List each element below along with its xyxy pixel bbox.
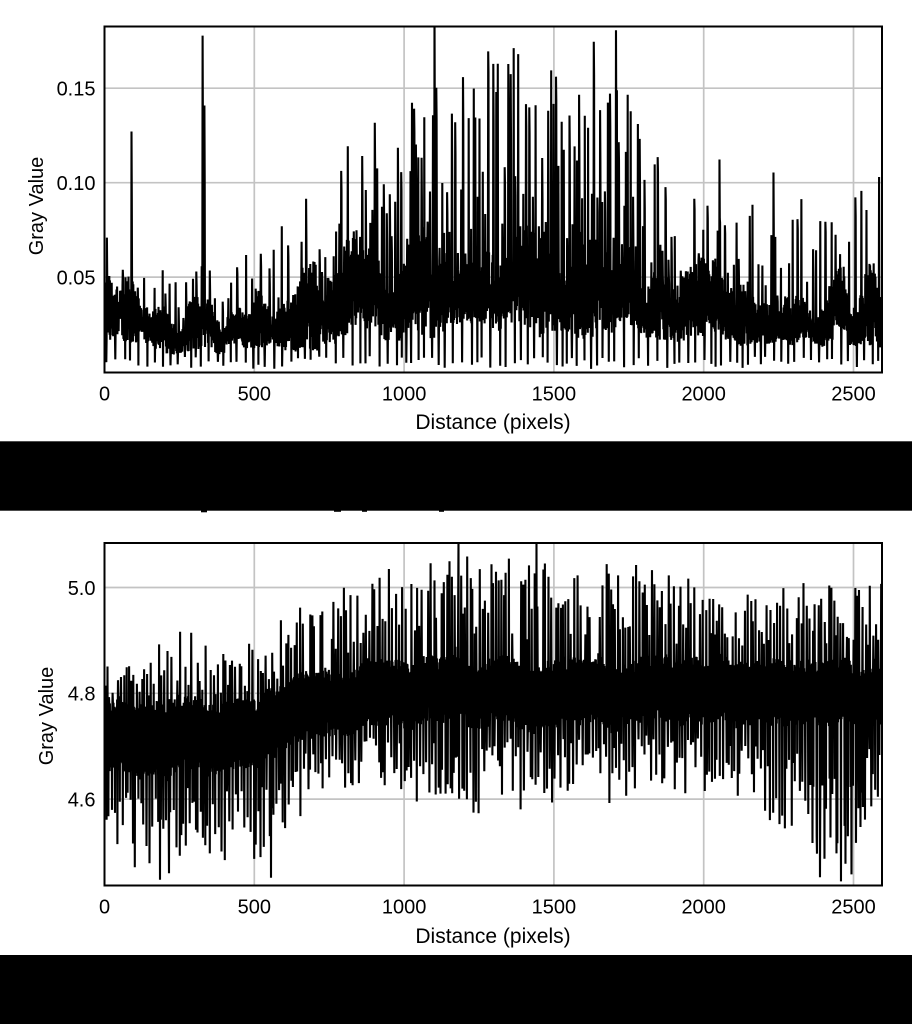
svg-text:500: 500 <box>238 897 271 919</box>
svg-text:1500: 1500 <box>532 897 577 919</box>
svg-text:4.6: 4.6 <box>68 789 96 811</box>
svg-text:Distance (pixels): Distance (pixels) <box>415 411 570 434</box>
svg-text:4.8: 4.8 <box>68 684 96 706</box>
svg-text:1000: 1000 <box>382 383 427 405</box>
svg-text:Distance (pixels): Distance (pixels) <box>415 925 570 948</box>
svg-text:0: 0 <box>99 383 110 405</box>
svg-text:0.15: 0.15 <box>57 79 96 101</box>
svg-text:5.0: 5.0 <box>68 578 96 600</box>
svg-text:1000: 1000 <box>382 897 427 919</box>
svg-text:2500: 2500 <box>831 897 876 919</box>
svg-text:Gray Value: Gray Value <box>26 157 48 256</box>
svg-text:1500: 1500 <box>532 383 577 405</box>
svg-text:0.10: 0.10 <box>57 173 96 195</box>
svg-text:0.05: 0.05 <box>57 267 96 289</box>
svg-text:500: 500 <box>238 383 271 405</box>
svg-text:0: 0 <box>99 897 110 919</box>
svg-text:Gray Value: Gray Value <box>36 667 58 766</box>
svg-text:2000: 2000 <box>681 897 726 919</box>
svg-text:2500: 2500 <box>831 383 876 405</box>
svg-text:2000: 2000 <box>681 383 726 405</box>
